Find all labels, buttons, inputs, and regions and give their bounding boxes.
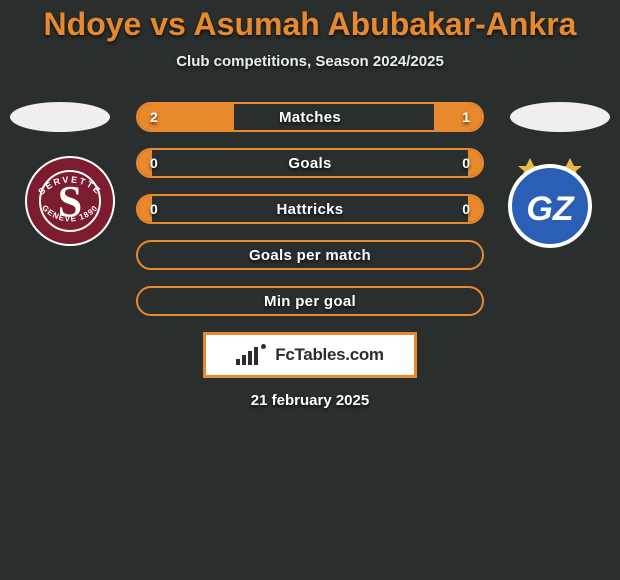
crest-left: SERVETTE GENEVE 1890 S [20, 154, 120, 249]
footer-date: 21 february 2025 [0, 392, 620, 409]
stat-row: Goals per match [136, 240, 484, 270]
crest-right-letter: GZ [526, 190, 574, 228]
stat-value-left: 2 [150, 109, 158, 125]
stat-value-right: 1 [462, 109, 470, 125]
comparison-card: Ndoye vs Asumah Abubakar-Ankra Club comp… [0, 0, 620, 580]
logo-bars-icon [236, 345, 258, 365]
stat-label: Min per goal [264, 293, 356, 310]
crest-left-letter: S [58, 177, 82, 226]
crest-right: GZ [500, 154, 600, 249]
stat-label: Goals [288, 155, 331, 172]
stat-fill-right [434, 104, 482, 130]
stat-row: 0 0 Goals [136, 148, 484, 178]
flag-left [10, 102, 110, 132]
stat-value-right: 0 [462, 201, 470, 217]
stat-value-left: 0 [150, 155, 158, 171]
logo-dot-icon [261, 344, 266, 349]
logo-text: FcTables.com [275, 345, 384, 365]
page-subtitle: Club competitions, Season 2024/2025 [0, 53, 620, 70]
source-logo: FcTables.com [203, 332, 417, 378]
stat-fill-right [468, 150, 482, 176]
stat-row: 2 1 Matches [136, 102, 484, 132]
stat-label: Goals per match [249, 247, 371, 264]
flag-right [510, 102, 610, 132]
stats-arena: SERVETTE GENEVE 1890 S GZ 2 1 Matches 0 0 Goa… [0, 102, 620, 316]
stat-label: Matches [279, 109, 341, 126]
stat-value-right: 0 [462, 155, 470, 171]
page-title: Ndoye vs Asumah Abubakar-Ankra [0, 6, 620, 43]
stat-label: Hattricks [277, 201, 344, 218]
stat-fill-right [468, 196, 482, 222]
stat-row: 0 0 Hattricks [136, 194, 484, 224]
stat-rows: 2 1 Matches 0 0 Goals 0 0 Hattricks Goals per mat… [136, 102, 484, 316]
stat-row: Min per goal [136, 286, 484, 316]
stat-value-left: 0 [150, 201, 158, 217]
